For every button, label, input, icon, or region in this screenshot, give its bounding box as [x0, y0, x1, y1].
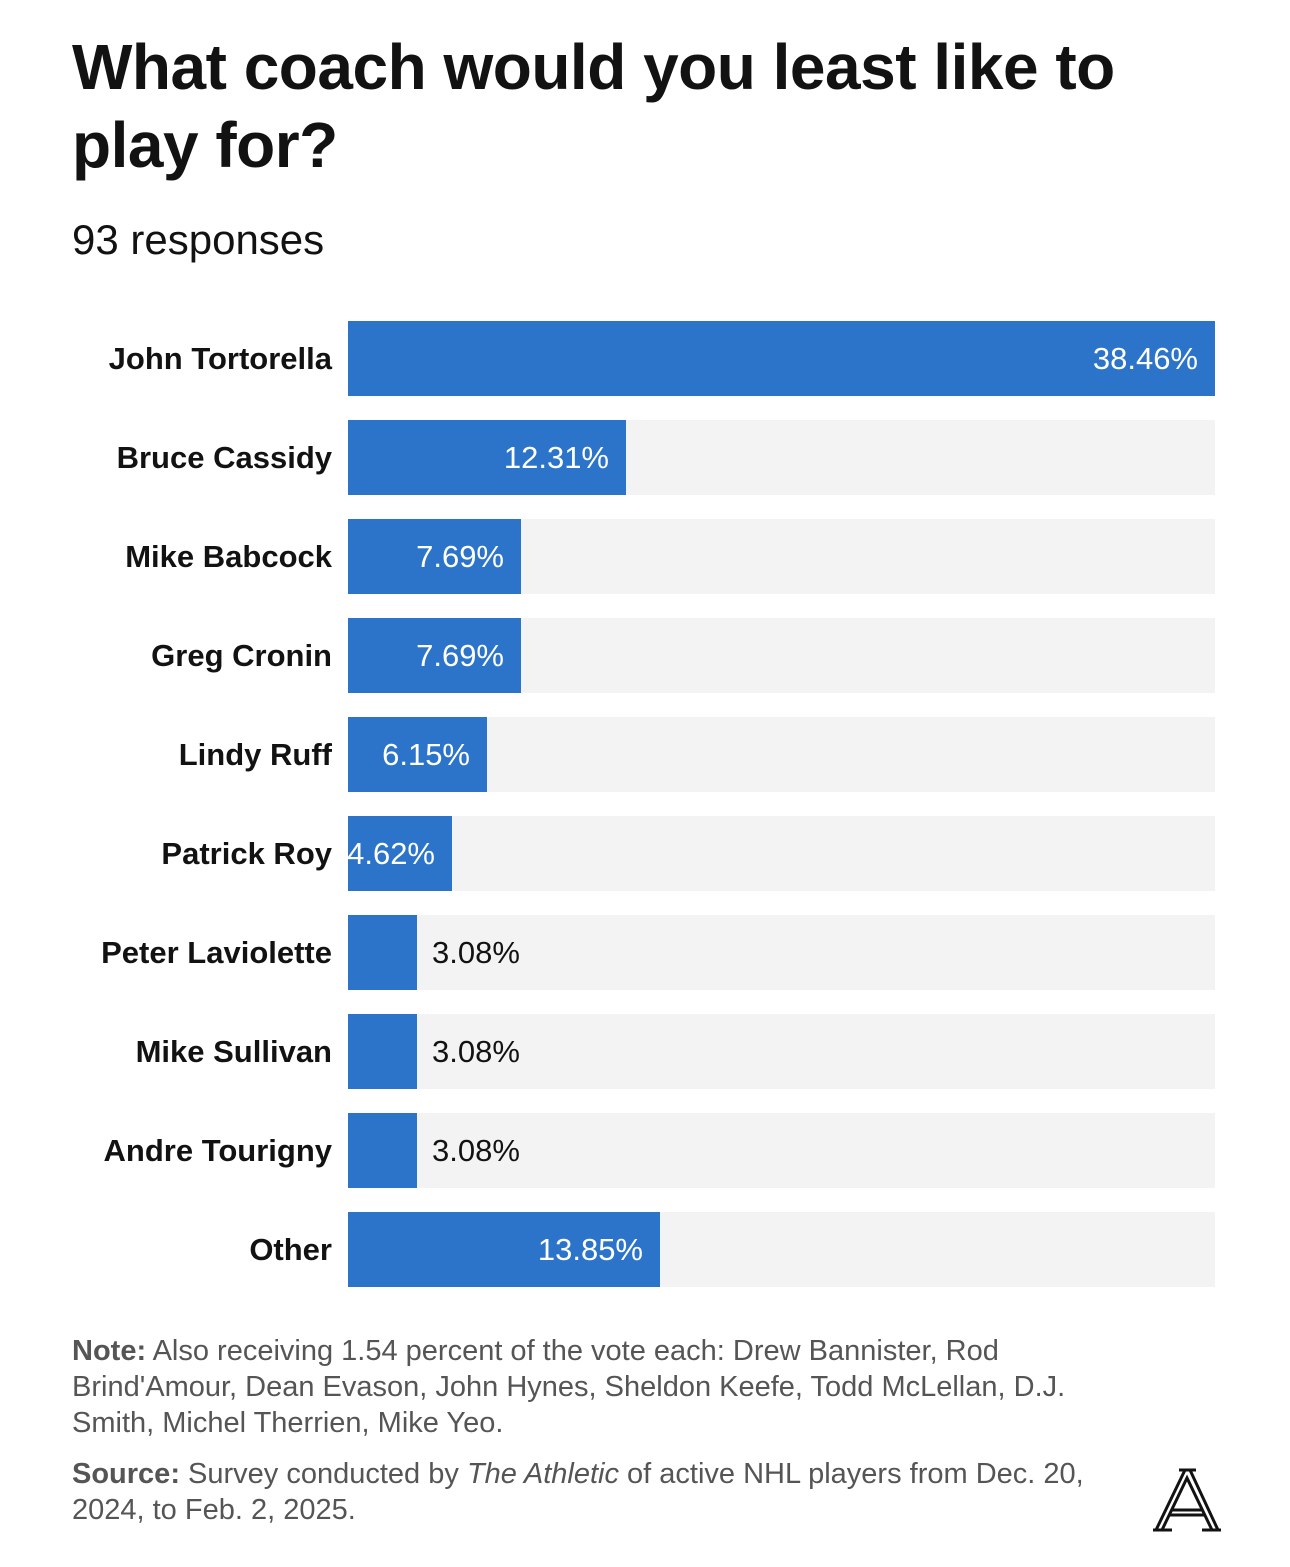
bar-value-label: 7.69%	[416, 638, 504, 673]
bar-label: Patrick Roy	[161, 836, 332, 871]
bar-label: Peter Laviolette	[101, 935, 332, 970]
bar-label: Greg Cronin	[151, 638, 332, 673]
bar	[348, 420, 626, 495]
the-athletic-logo-icon	[1152, 1466, 1222, 1532]
note-text: Also receiving 1.54 percent of the vote …	[72, 1335, 1066, 1439]
bar-value-label: 3.08%	[432, 1034, 520, 1069]
bar-track: 3.08%	[348, 1014, 1215, 1089]
source-publication: The Athletic	[466, 1458, 619, 1490]
bar	[348, 618, 521, 693]
bar-row: Other 13.85%	[0, 1212, 1290, 1287]
bar-row: Peter Laviolette 3.08%	[0, 915, 1290, 990]
bar-value-label: 38.46%	[1092, 341, 1198, 376]
bar-track: 3.08%	[348, 915, 1215, 990]
bar-row: Andre Tourigny 3.08%	[0, 1113, 1290, 1188]
chart-subtitle: 93 responses	[72, 216, 325, 263]
bar	[348, 519, 521, 594]
bar-row: Bruce Cassidy 12.31%	[0, 420, 1290, 495]
bar-value-label: 4.62%	[347, 836, 435, 871]
bar-label: Bruce Cassidy	[116, 440, 332, 475]
source-label: Source:	[72, 1458, 180, 1490]
bar-chart: John Tortorella 38.46% Bruce Cassidy 12.31%…	[0, 321, 1290, 1287]
bar	[348, 915, 417, 990]
bar-track: 12.31%	[348, 420, 1215, 495]
bar-label: John Tortorella	[108, 341, 332, 376]
bar-track: 3.08%	[348, 1113, 1215, 1188]
bar-label: Mike Babcock	[125, 539, 332, 574]
bar-label: Other	[249, 1232, 332, 1267]
note-label: Note:	[72, 1335, 147, 1367]
source-text-before: Survey conducted by	[179, 1458, 467, 1490]
bar-value-label: 12.31%	[503, 440, 609, 475]
bar-value-label: 13.85%	[537, 1232, 643, 1267]
bar	[348, 717, 487, 792]
bar-label: Mike Sullivan	[135, 1034, 332, 1069]
chart-title: What coach would you least like to play …	[72, 31, 1115, 181]
bar	[348, 321, 1215, 396]
bar-row: Patrick Roy 4.62%	[0, 816, 1290, 891]
bar-track: 38.46%	[348, 321, 1215, 396]
bar-track: 7.69%	[348, 618, 1215, 693]
bar-value-label: 7.69%	[416, 539, 504, 574]
bar-row: Mike Babcock 7.69%	[0, 519, 1290, 594]
bar-value-label: 3.08%	[432, 935, 520, 970]
bar-row: John Tortorella 38.46%	[0, 321, 1290, 396]
bar	[348, 1113, 417, 1188]
chart-note: Note: Also receiving 1.54 percent of the…	[72, 1333, 1152, 1441]
bar-track: 13.85%	[348, 1212, 1215, 1287]
bar-row: Lindy Ruff 6.15%	[0, 717, 1290, 792]
bar-row: Greg Cronin 7.69%	[0, 618, 1290, 693]
bar	[348, 1212, 660, 1287]
bar	[348, 816, 452, 891]
bar	[348, 1014, 417, 1089]
bar-label: Andre Tourigny	[103, 1133, 332, 1168]
bar-track: 6.15%	[348, 717, 1215, 792]
bar-track: 4.62%	[347, 816, 1215, 891]
bar-label: Lindy Ruff	[178, 737, 332, 772]
source-text-after: of active NHL players from Dec. 20, 2024…	[72, 1458, 1084, 1526]
bar-track: 7.69%	[348, 519, 1215, 594]
chart-source: Source: Survey conducted by The Athletic…	[72, 1456, 1132, 1528]
bar-value-label: 3.08%	[432, 1133, 520, 1168]
bar-row: Mike Sullivan 3.08%	[0, 1014, 1290, 1089]
bar-value-label: 6.15%	[382, 737, 470, 772]
